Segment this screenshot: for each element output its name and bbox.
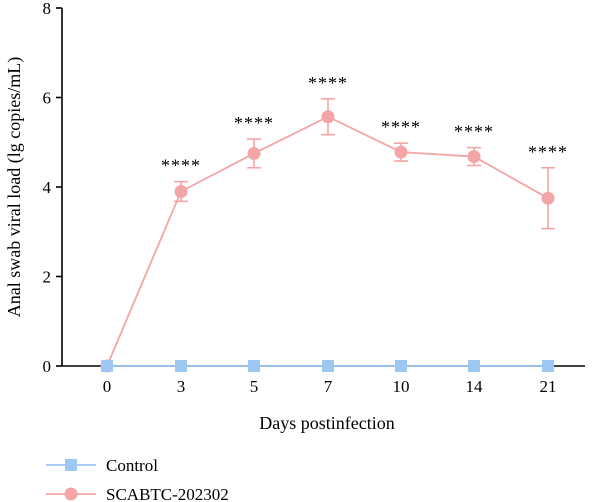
axes [61,8,585,367]
data-point [321,110,335,124]
x-tick-label: 21 [540,377,557,396]
data-point [542,360,554,372]
y-tick-label: 4 [43,178,52,197]
significance-label: **** [381,117,421,137]
y-tick-label: 2 [43,268,52,287]
data-point [174,184,188,198]
significance-label: **** [161,156,201,176]
y-ticks: 0 2 4 6 8 [43,0,62,376]
legend-label: SCABTC-202302 [106,485,229,502]
x-tick-label: 0 [103,377,112,396]
data-point [322,360,334,372]
series-layer: **** **** **** **** **** **** [100,73,568,373]
x-tick-label: 7 [324,377,333,396]
data-point [248,360,260,372]
significance-label: **** [528,142,568,162]
x-tick-label: 5 [250,377,259,396]
data-point [247,146,261,160]
y-tick-label: 0 [43,357,52,376]
legend-item: Control [46,456,158,475]
data-point [395,360,407,372]
legend-swatch-marker [64,487,78,501]
x-tick-label: 14 [466,377,484,396]
data-point [541,191,555,205]
series-control [101,360,554,372]
significance-label: **** [308,73,348,93]
y-tick-label: 6 [43,89,52,108]
significance-label: **** [454,122,494,142]
data-point [175,360,187,372]
data-point [468,360,480,372]
x-axis-title: Days postinfection [259,413,394,433]
legend: Control SCABTC-202302 [46,456,229,502]
series-line [106,115,549,367]
legend-swatch-marker [65,459,77,471]
y-tick-label: 8 [43,0,52,18]
legend-label: Control [106,456,158,475]
y-axis-title: Anal swab viral load (lg copies/mL) [4,57,25,317]
x-tick-label: 10 [393,377,410,396]
x-tick-label: 3 [177,377,186,396]
data-point [394,145,408,159]
significance-label: **** [234,113,274,133]
data-point [101,360,113,372]
legend-item: SCABTC-202302 [46,485,229,502]
data-point [467,150,481,164]
series-scabtc-202302: **** **** **** **** **** **** [100,73,568,373]
